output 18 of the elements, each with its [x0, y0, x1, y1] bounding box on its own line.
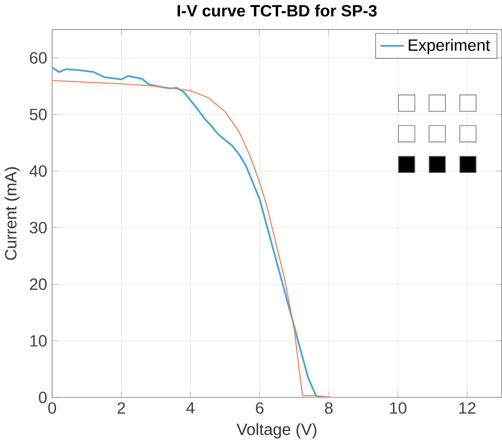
- y-tick-label: 0: [38, 392, 47, 404]
- x-tick-label: 12: [459, 402, 476, 414]
- y-tick-label: 20: [30, 278, 47, 290]
- y-tick-label: 40: [30, 165, 47, 177]
- x-tick-label: 4: [186, 402, 195, 414]
- x-axis-title: Voltage (V): [236, 423, 316, 438]
- x-tick-label: 10: [390, 402, 406, 414]
- y-axis-title: Current (mA): [4, 167, 20, 260]
- x-tick-label: 0: [48, 402, 56, 414]
- x-tick-label: 2: [118, 402, 126, 414]
- x-tick-label: 8: [324, 402, 333, 414]
- y-tick-label: 10: [30, 335, 47, 347]
- y-tick-label: 30: [30, 222, 47, 234]
- y-tick-label: 50: [30, 108, 47, 120]
- x-tick-label: 6: [256, 402, 264, 414]
- y-tick-label: 60: [30, 52, 47, 64]
- chart-title: I-V curve TCT-BD for SP-3: [178, 4, 377, 17]
- legend-label: Experiment: [408, 38, 490, 54]
